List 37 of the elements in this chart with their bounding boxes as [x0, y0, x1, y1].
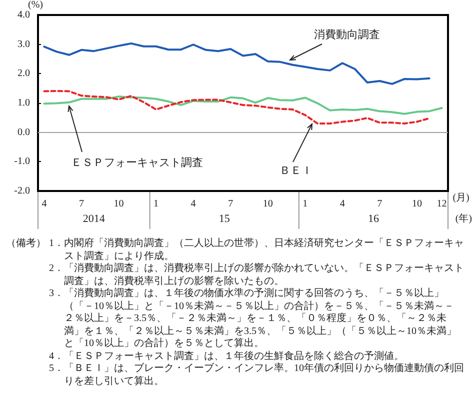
x-tick-label: 4: [42, 198, 47, 210]
text: ＢＥＩ: [280, 165, 312, 177]
x-tick-label: 1: [154, 198, 159, 210]
x-axis-title: (月): [452, 192, 470, 204]
text: 15: [218, 213, 230, 225]
y-tick-label: 1.0: [18, 98, 30, 108]
x-tick-label: 4: [340, 198, 345, 210]
y-tick-label: -2.0: [14, 186, 30, 196]
text: ＥＳＰフォーキャスト調査: [71, 156, 203, 169]
x-tick-label: 7: [377, 198, 382, 210]
y-tick-label: -1.0: [14, 156, 30, 168]
x-tick-label: 1: [302, 198, 308, 210]
y-tick-label: 2.0: [18, 68, 30, 80]
x-tick-label: 12: [436, 198, 447, 210]
x-tick-label: 7: [78, 198, 84, 210]
x-tick-label: 7: [228, 198, 234, 210]
y-tick-label: 4.0: [18, 10, 30, 20]
x-tick-label: 4: [190, 198, 196, 210]
text: 消費動向調査: [314, 28, 380, 41]
x-tick-label: 10: [114, 198, 124, 210]
text: 2．「消費動向調査」は、消費税率引上げの影響が除かれていない。「ＥＳＰフォーキャスト調査」は、消費税率引上げの影響を除いたもの。: [49, 263, 465, 288]
line-series: [43, 90, 430, 125]
text: 4．「ＥＳＰフォーキャスト調査」は、１年後の生鮮食品を除く総合の予測値。: [49, 350, 405, 362]
x-tick-label: 10: [412, 198, 422, 210]
text: 1．内閣府「消費動向調査」（二人以上の世帯）、日本経済研究センター「ＥＳＰフォーキャスト調査」により作成。: [49, 238, 465, 262]
y-axis-title: (%): [28, 0, 43, 11]
text: 3．「消費動向調査」は、１年後の物価水準の予測に関する回答のうち、「－５％以上」（「－10％以上」と「－10％未満～－５％以上」の合計）を－５％、「－５％未満～－２％以上」を－3.5％、「－２％未満～」を－１％、「０％程度」を０％、「～２％未満」を１％、「２％以上～５％未満」を3.5％、「５％以上」（「５％以上～10％未満」と「10％以上」の合計）を５％として算出。: [49, 288, 458, 350]
x-tick-label: 10: [262, 198, 273, 210]
line-series: [43, 42, 430, 85]
text: (年): [455, 212, 472, 224]
text: 5．「ＢＥＩ」は、ブレーク・イーブン・インフレ率。10年債の利回りから物価連動債の利回りを差し引いて算出。: [49, 363, 465, 388]
text: 2014: [82, 213, 106, 225]
y-tick-label: 3.0: [18, 38, 30, 50]
text: （備考）: [6, 238, 46, 251]
text: 16: [368, 213, 380, 225]
line-series: [43, 96, 443, 115]
y-tick-label: 0.0: [18, 126, 30, 138]
